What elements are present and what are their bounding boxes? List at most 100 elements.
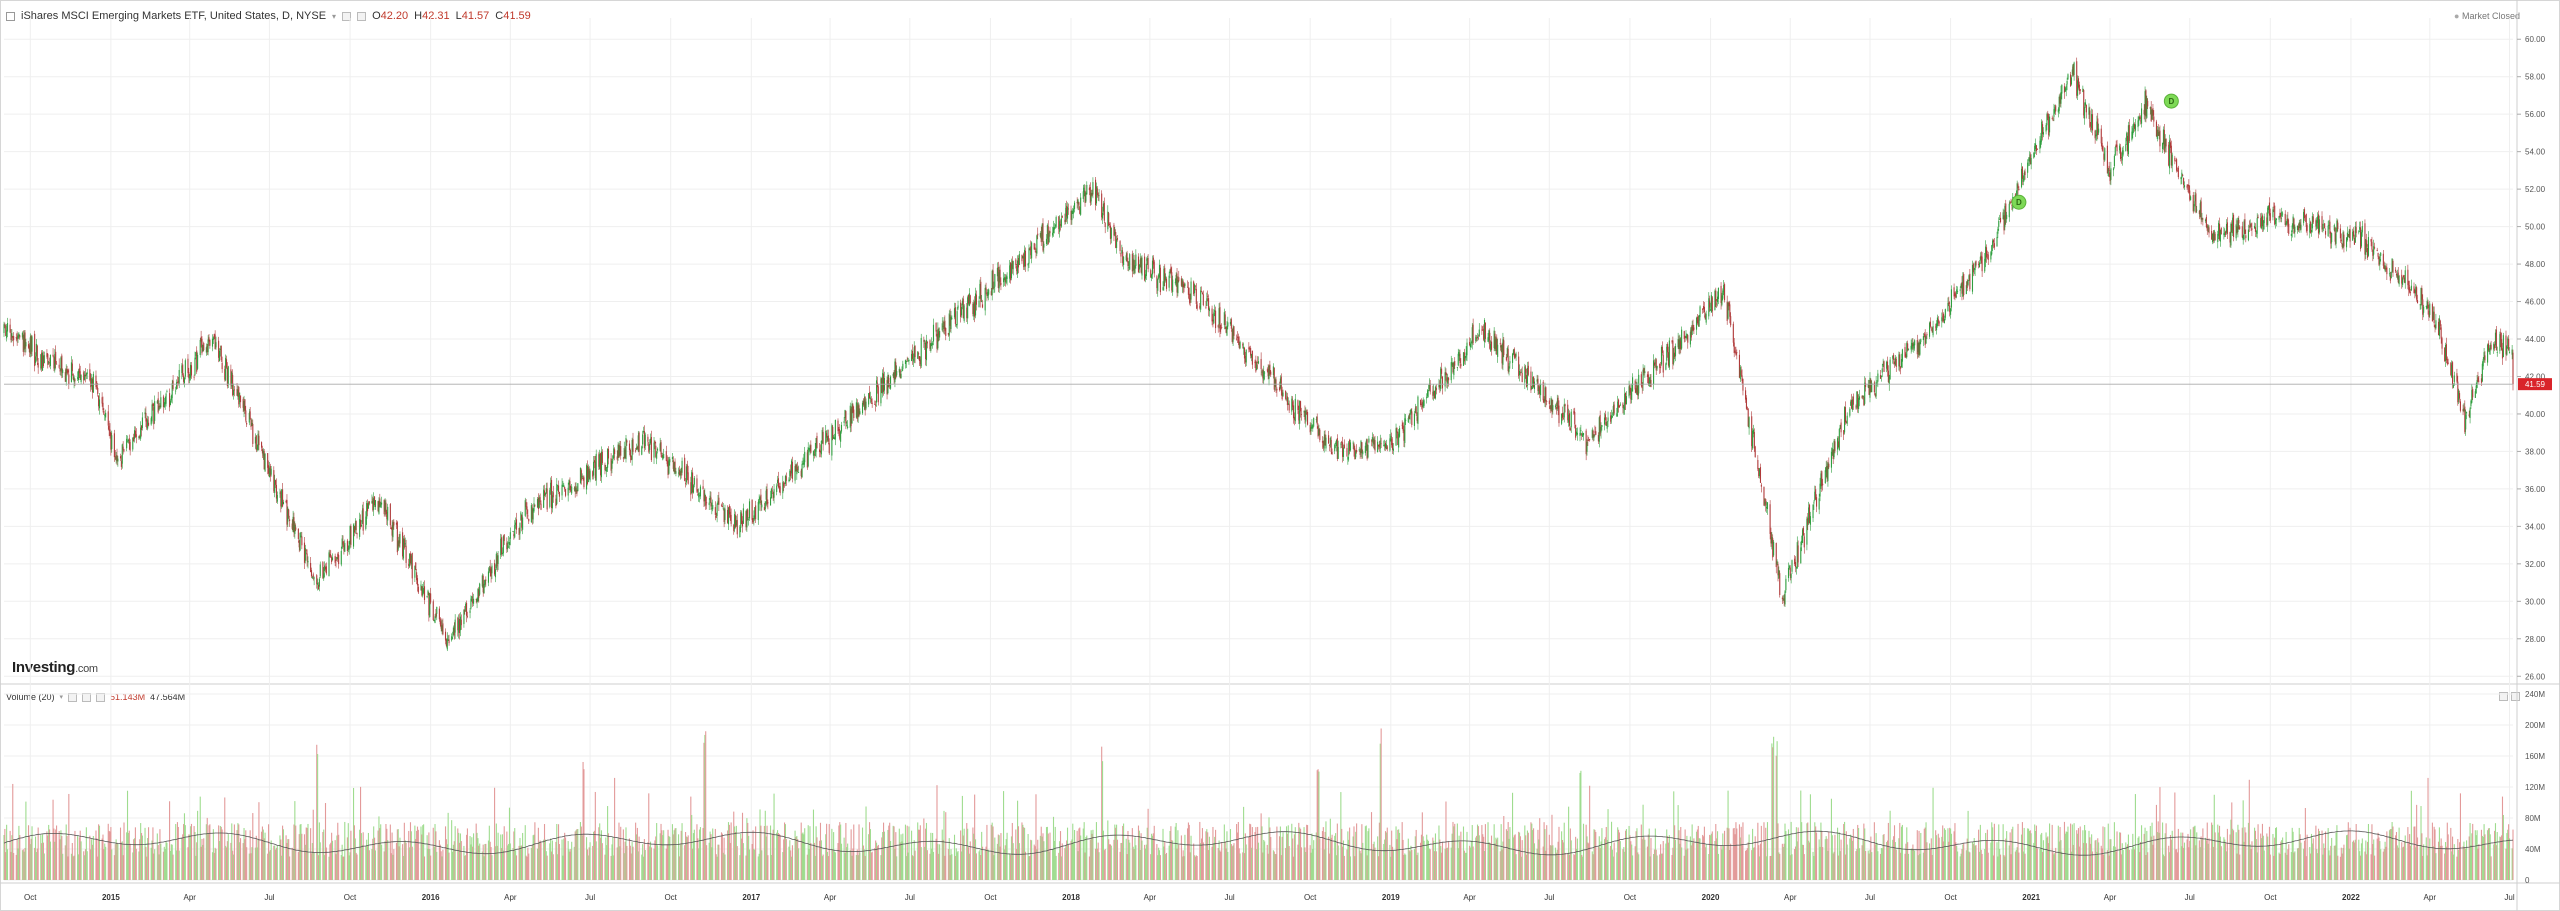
candle-body <box>901 369 903 371</box>
volume-bar <box>1554 847 1557 880</box>
volume-bar <box>2133 849 2136 880</box>
volume-bar <box>2205 840 2207 880</box>
candle-body <box>992 270 994 290</box>
volume-bar <box>365 845 367 880</box>
volume-bar <box>1097 842 1099 880</box>
volume-bar <box>203 838 205 880</box>
volume-bar <box>188 834 190 880</box>
candle-body <box>845 411 847 424</box>
volume-bar <box>359 786 362 880</box>
candle-body <box>832 426 834 439</box>
volume-bar <box>979 849 981 880</box>
candle-body <box>1527 365 1529 375</box>
volume-bar <box>1205 831 1207 880</box>
candle-body <box>1605 421 1607 426</box>
volume-bar <box>1598 836 1600 880</box>
volume-bar <box>2169 852 2171 880</box>
candle-body <box>1311 425 1313 429</box>
volume-dropdown-icon[interactable]: ▾ <box>59 694 64 701</box>
volume-bar <box>840 824 842 880</box>
candle-body <box>1556 400 1558 407</box>
candle-body <box>580 470 582 481</box>
volume-bar <box>2198 840 2200 880</box>
volume-bar <box>2482 836 2484 880</box>
volume-bar <box>1828 831 1830 880</box>
volume-bar <box>1009 853 1011 880</box>
volume-eye-icon[interactable] <box>68 692 78 702</box>
volume-bar <box>892 825 894 880</box>
candle-body <box>1680 341 1682 350</box>
title-dropdown-icon[interactable]: ▾ <box>332 11 337 21</box>
candle-body <box>1178 277 1180 282</box>
candle-body <box>1471 327 1473 344</box>
volume-bar <box>583 769 585 880</box>
volume-bar <box>42 842 44 880</box>
candle-body <box>604 464 606 471</box>
volume-bar <box>490 847 492 880</box>
volume-bar <box>238 824 240 880</box>
volume-bar <box>960 851 963 880</box>
volume-bar <box>2177 828 2179 880</box>
candle-body <box>1121 250 1123 254</box>
volume-bar <box>2263 850 2265 880</box>
volume-bar <box>813 842 815 880</box>
candle-body <box>386 511 388 520</box>
candle-body <box>868 393 870 405</box>
volume-bar <box>1550 845 1552 880</box>
volume-bar <box>2348 848 2350 880</box>
volume-bar <box>2345 835 2348 880</box>
close-icon[interactable] <box>357 11 367 21</box>
candle-body <box>742 508 744 524</box>
volume-bar <box>967 847 970 880</box>
candle-body <box>355 521 357 531</box>
candle-body <box>1298 410 1300 421</box>
candle-body <box>1569 428 1571 430</box>
candle-body <box>1293 416 1295 420</box>
volume-bar <box>1857 824 1859 880</box>
candle-body <box>1180 278 1182 286</box>
volume-bar <box>1985 840 1988 880</box>
volume-bar <box>169 850 172 880</box>
candle-body <box>353 526 355 533</box>
volume-bar <box>503 826 505 880</box>
volume-settings-icon[interactable] <box>82 692 92 702</box>
volume-bar <box>2094 840 2096 880</box>
candle-body <box>1391 442 1394 450</box>
volume-bar <box>1221 842 1223 880</box>
candle-body <box>96 387 98 389</box>
candle-body <box>704 493 706 502</box>
volume-bar <box>2230 819 2232 880</box>
settings-icon[interactable] <box>342 11 352 21</box>
volume-bar <box>1095 822 1097 880</box>
volume-bar <box>1521 840 1523 880</box>
volume-close-icon[interactable] <box>96 692 106 702</box>
pane-down-icon[interactable] <box>2511 692 2520 701</box>
volume-bar <box>1343 855 1345 880</box>
candle-body <box>1587 440 1589 442</box>
volume-bar <box>2452 836 2454 880</box>
candle-body <box>875 404 877 406</box>
candle-body <box>1361 442 1363 453</box>
candle-body <box>1646 374 1649 377</box>
volume-bar <box>1417 852 1419 880</box>
volume-bar <box>1924 827 1926 880</box>
volume-bar <box>98 825 101 880</box>
volume-bar <box>1135 845 1137 880</box>
volume-bar <box>1950 828 1952 880</box>
candle-body <box>1446 377 1448 383</box>
candle-body <box>706 502 708 504</box>
volume-bar <box>1603 839 1606 880</box>
candle-body <box>748 519 750 520</box>
candle-body <box>348 541 350 550</box>
candle-body <box>430 593 432 603</box>
candle-body <box>1447 377 1449 385</box>
candle-body <box>334 556 336 563</box>
volume-bar <box>614 777 616 880</box>
candle-body <box>1540 384 1542 396</box>
volume-bar <box>1889 810 1891 880</box>
volume-bar <box>2372 844 2374 880</box>
pane-up-icon[interactable] <box>2499 692 2508 701</box>
volume-bar <box>1662 841 1664 880</box>
collapse-toggle-icon[interactable] <box>6 11 15 21</box>
